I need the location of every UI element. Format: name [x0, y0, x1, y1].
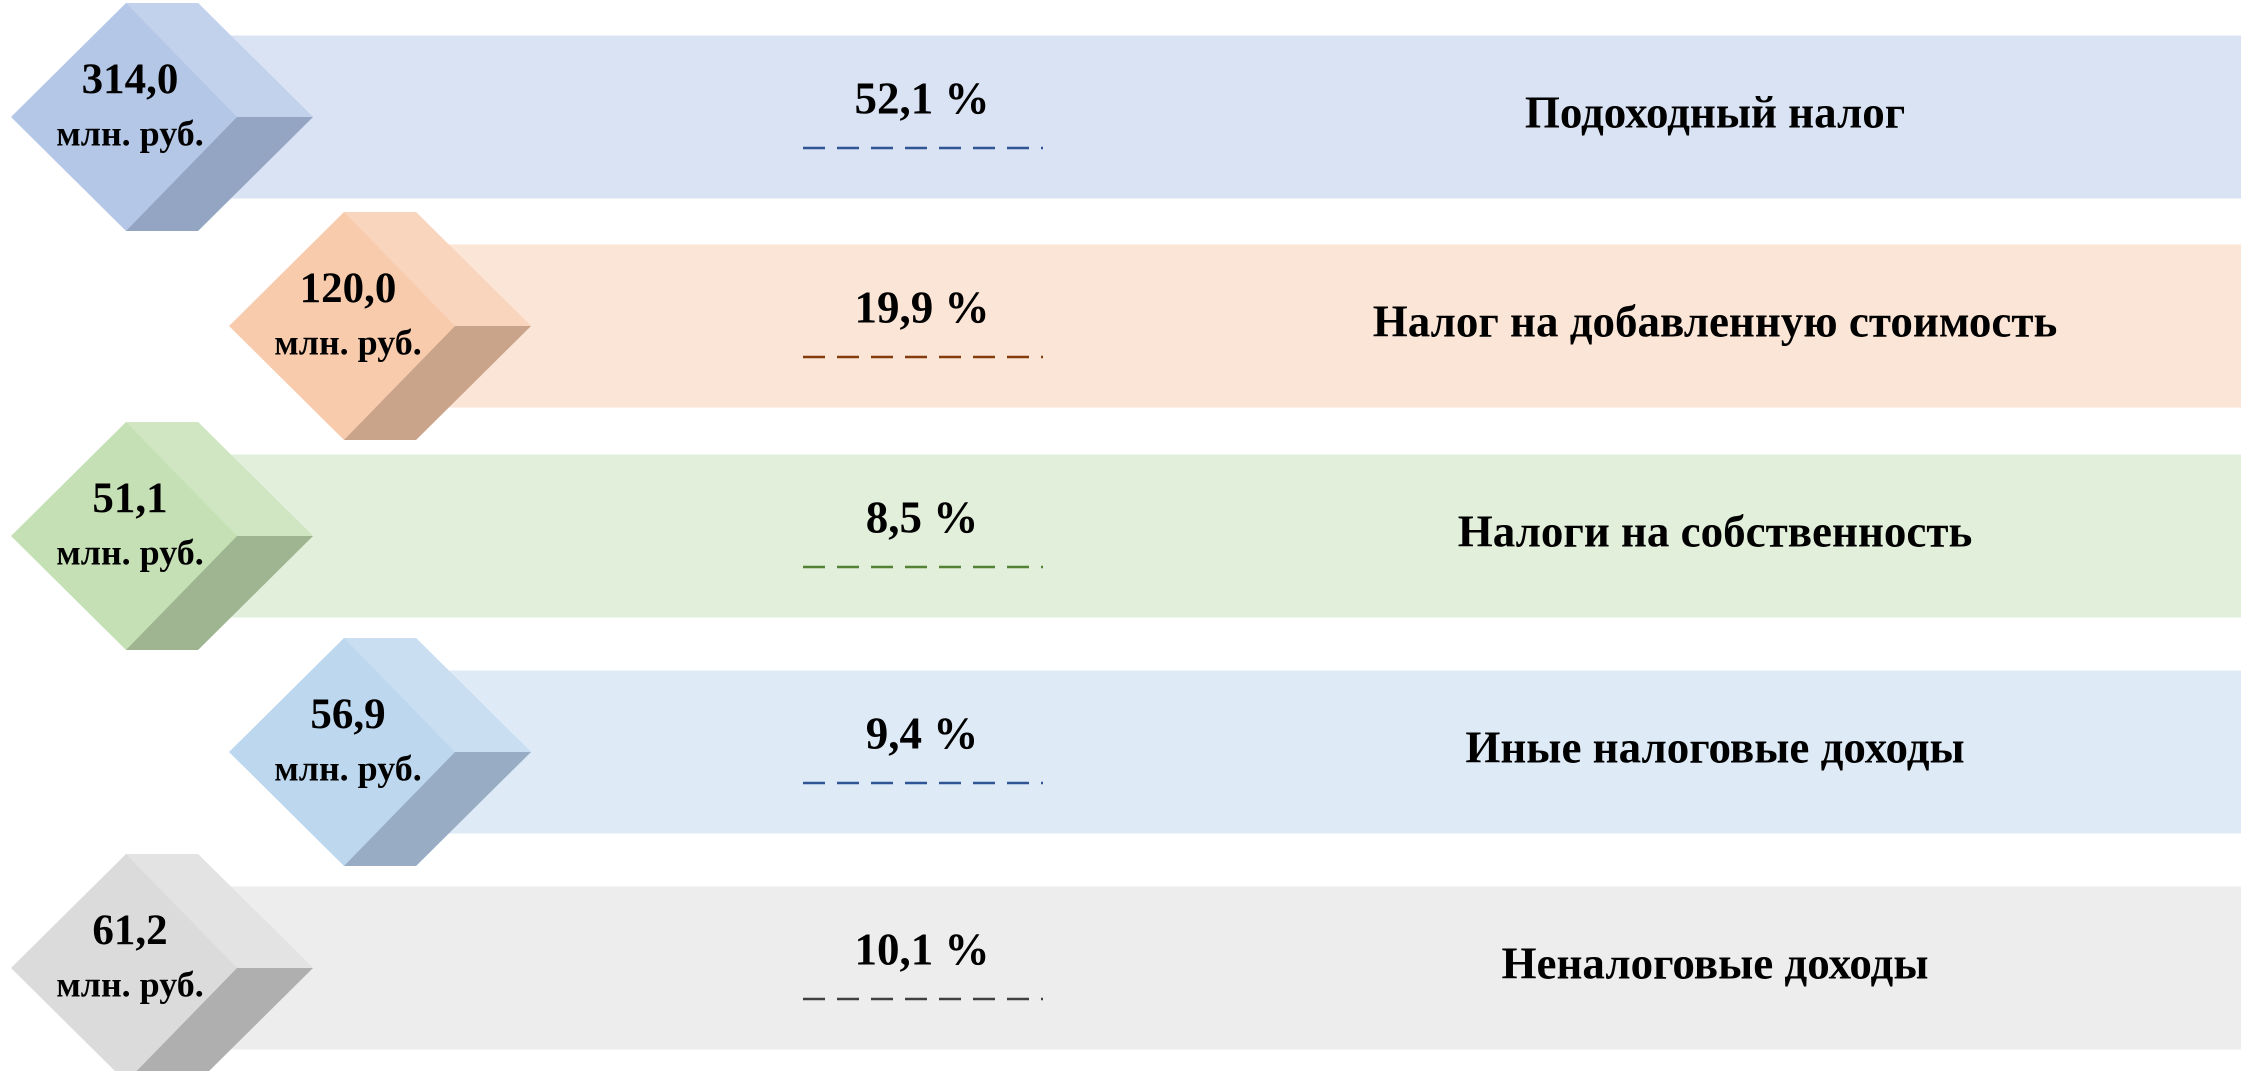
row-band	[430, 670, 2241, 834]
share: 52,1 %	[855, 73, 990, 123]
category-name: Налог на добавленную стоимость	[1373, 296, 2058, 346]
gem-dark-face	[131, 968, 313, 1076]
amount: 120,0	[300, 265, 397, 312]
category-name: Подоходный налог	[1525, 87, 1905, 137]
gem-top-face	[344, 212, 531, 326]
unit: млн. руб.	[56, 532, 204, 572]
gem-dark-face	[126, 117, 313, 231]
row: 314,0 млн. руб. 52,1 % Подоходный налог	[11, 3, 2241, 231]
share: 10,1 %	[855, 924, 990, 974]
row-band	[212, 35, 2241, 199]
row: 51,1 млн. руб. 8,5 % Налоги на собственност…	[11, 422, 2241, 650]
category-name: Налоги на собственность	[1458, 506, 1973, 556]
row: 61,2 млн. руб. 10,1 % Неналоговые доходы	[11, 854, 2241, 1076]
row-band	[212, 454, 2241, 618]
row: 120,0 млн. руб. 19,9 % Налог на добавленную…	[229, 212, 2241, 440]
share: 8,5 %	[866, 492, 979, 542]
category-name: Неналоговые доходы	[1502, 938, 1929, 988]
category-name: Иные налоговые доходы	[1465, 722, 1964, 772]
amount: 61,2	[92, 907, 167, 954]
unit: млн. руб.	[56, 964, 204, 1004]
gem-dark-face	[344, 752, 531, 866]
amount: 314,0	[82, 56, 179, 103]
unit: млн. руб.	[56, 113, 204, 153]
gem-dark-face	[126, 536, 313, 650]
amount: 56,9	[310, 691, 385, 738]
gem-top-face	[126, 422, 313, 536]
gem-top-face	[126, 3, 313, 117]
unit: млн. руб.	[274, 748, 422, 788]
row-band	[430, 244, 2241, 408]
gem-top-face	[344, 638, 531, 752]
unit: млн. руб.	[274, 322, 422, 362]
row-band	[212, 886, 2241, 1050]
share: 19,9 %	[855, 282, 990, 332]
share: 9,4 %	[866, 708, 979, 758]
row: 56,9 млн. руб. 9,4 % Иные налоговые доходы	[229, 638, 2241, 866]
gem-top-face	[126, 854, 313, 968]
gem-dark-face	[344, 326, 531, 440]
amount: 51,1	[92, 475, 167, 522]
